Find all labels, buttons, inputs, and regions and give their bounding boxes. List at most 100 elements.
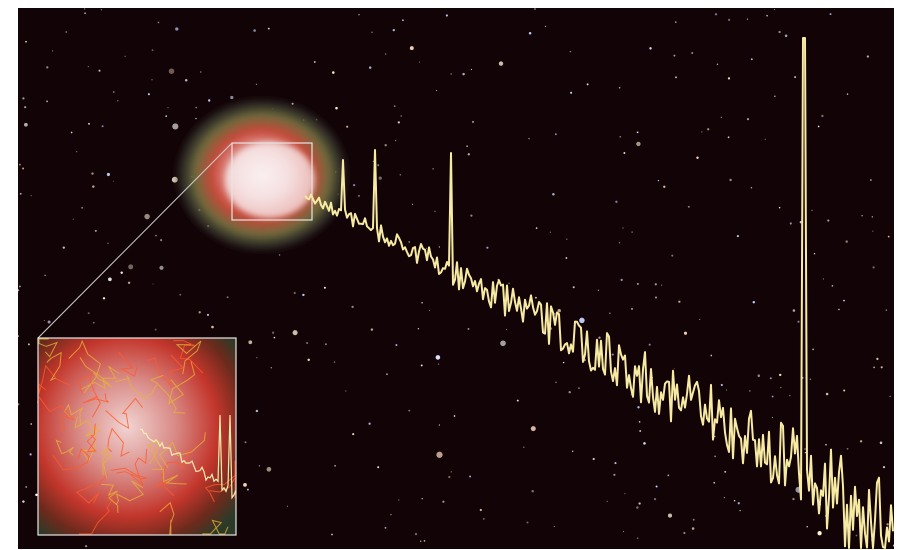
filament [115,375,158,400]
star [425,247,427,249]
star [737,502,740,505]
star [804,452,807,454]
star [876,357,879,361]
star [892,544,896,547]
filament [68,339,101,394]
star [636,537,639,539]
star [508,282,510,285]
star [448,475,451,479]
star [408,409,411,412]
filament [159,432,206,468]
star [683,331,688,335]
star [570,91,573,94]
star [331,533,333,536]
star [638,421,641,423]
star [569,50,572,53]
star [256,357,258,359]
star [500,340,506,347]
star [619,135,622,138]
star [817,125,820,128]
filament [209,470,236,499]
star [622,227,624,229]
star [87,65,89,68]
star [332,71,335,74]
star [565,257,568,259]
star [466,145,468,147]
star [357,194,361,197]
star [420,364,423,367]
star [271,331,275,334]
star [323,286,326,289]
star [101,125,104,128]
star [764,138,766,140]
star [117,100,119,102]
filament [52,448,90,471]
star [710,354,713,357]
star [432,168,434,170]
star [866,55,870,58]
star [746,18,749,20]
star [107,242,109,244]
star [286,505,289,507]
star [255,83,258,85]
star [30,423,33,425]
star [442,500,445,503]
star [19,192,22,195]
star [378,176,382,180]
star [812,348,814,351]
star [18,163,21,166]
star [370,328,374,331]
star [624,493,626,495]
star [175,27,179,31]
star [334,464,336,467]
star [882,466,886,469]
star [615,200,618,203]
filament [76,473,109,504]
star [506,328,508,331]
star [555,381,557,384]
star [766,14,768,17]
star [806,526,808,528]
star [467,153,470,156]
star [660,284,663,286]
filament [86,423,97,453]
star [450,471,452,473]
star [165,115,168,117]
star [618,242,621,244]
star [789,394,791,397]
star [579,317,585,324]
star [159,265,164,270]
star [25,486,28,488]
star [154,328,157,331]
star [102,297,106,300]
filament [100,447,113,479]
star [544,25,547,28]
star [649,47,652,50]
star [127,281,131,285]
star [472,120,474,123]
star [43,319,45,321]
star [846,93,849,95]
star [195,117,197,120]
star [417,328,420,330]
star [155,234,157,237]
star [106,172,110,177]
inset-spectrum [139,414,237,500]
star [825,392,829,396]
star [76,151,78,153]
star [395,344,398,346]
star [886,523,889,526]
star [696,156,699,160]
star [773,8,775,11]
star [392,28,395,32]
star [386,373,388,376]
star [94,229,97,232]
star [692,518,695,521]
star [643,442,646,445]
star [112,180,114,182]
star [843,299,845,302]
star [687,205,690,208]
star [771,395,774,398]
star [120,271,123,274]
filament [79,357,113,388]
